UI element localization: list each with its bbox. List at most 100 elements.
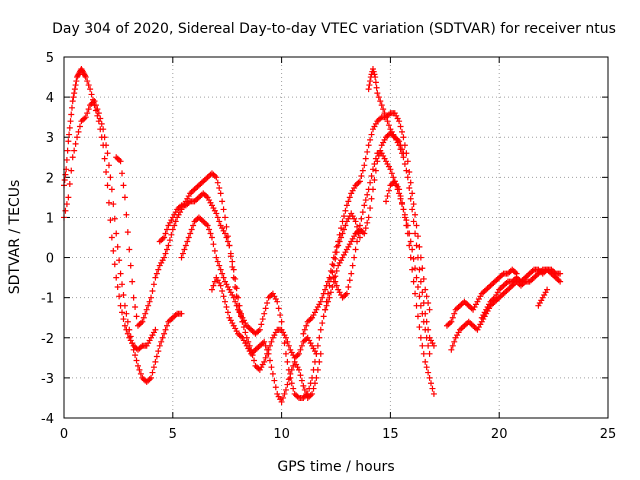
data-point: [327, 267, 334, 274]
data-point: [65, 194, 72, 201]
data-point: [420, 318, 427, 325]
data-points: [61, 66, 564, 405]
data-point: [126, 246, 133, 253]
data-point: [124, 330, 131, 337]
data-point: [190, 222, 197, 229]
data-point: [281, 340, 288, 347]
series-track-4: [156, 190, 320, 373]
data-point: [74, 134, 81, 141]
data-point: [113, 230, 120, 237]
data-point: [348, 270, 355, 277]
series-track-13: [448, 266, 564, 353]
data-point: [323, 282, 330, 289]
data-point: [329, 261, 336, 268]
data-point: [108, 186, 115, 193]
data-point: [101, 134, 108, 141]
data-point: [208, 286, 215, 293]
data-point: [396, 138, 403, 145]
data-point: [113, 274, 120, 281]
data-point: [448, 346, 455, 353]
data-point: [230, 294, 237, 301]
data-point: [165, 242, 172, 249]
axis-ticks: [63, 56, 609, 419]
data-point: [374, 90, 381, 97]
data-point: [417, 278, 424, 285]
data-point: [222, 298, 229, 305]
data-point: [127, 262, 134, 269]
data-point: [282, 334, 289, 341]
data-point: [409, 266, 416, 273]
data-point: [71, 90, 78, 97]
y-tick-label: -2: [41, 332, 54, 347]
data-point: [316, 334, 323, 341]
data-point: [66, 124, 73, 131]
data-point: [300, 382, 307, 389]
data-point: [366, 82, 373, 89]
data-point: [425, 342, 432, 349]
data-point: [349, 262, 356, 269]
data-point: [329, 283, 336, 290]
data-point: [409, 190, 416, 197]
data-point: [68, 104, 75, 111]
data-point: [364, 219, 371, 226]
data-point: [297, 346, 304, 353]
data-point: [117, 158, 124, 165]
data-point: [369, 66, 376, 73]
data-point: [114, 243, 121, 250]
data-point: [323, 302, 330, 309]
data-point: [137, 370, 144, 377]
data-point: [410, 201, 417, 208]
data-point: [414, 254, 421, 261]
data-point: [127, 333, 134, 340]
data-point: [97, 115, 104, 122]
data-point: [150, 281, 157, 288]
data-point: [65, 138, 72, 145]
data-point: [155, 348, 162, 355]
data-point: [413, 242, 420, 249]
data-point: [314, 342, 321, 349]
data-point: [148, 374, 155, 381]
series-track-9: [330, 150, 437, 397]
data-point: [213, 254, 220, 261]
data-point: [261, 338, 268, 345]
data-point: [338, 225, 345, 232]
data-point: [82, 74, 89, 81]
data-point: [219, 270, 226, 277]
data-point: [213, 210, 220, 217]
data-point: [288, 380, 295, 387]
series-track-7: [300, 110, 433, 337]
data-point: [103, 142, 110, 149]
data-point: [300, 330, 307, 337]
data-point: [224, 238, 231, 245]
data-point: [262, 305, 269, 312]
data-point: [327, 289, 334, 296]
data-point: [153, 270, 160, 277]
data-point: [317, 326, 324, 333]
data-point: [414, 313, 421, 320]
data-point: [130, 294, 137, 301]
data-point: [449, 314, 456, 321]
data-point: [66, 181, 73, 188]
data-point: [222, 214, 229, 221]
data-point: [119, 281, 126, 288]
data-point: [325, 298, 332, 305]
data-point: [400, 150, 407, 157]
data-point: [274, 298, 281, 305]
data-point: [210, 241, 217, 248]
data-point: [107, 217, 114, 224]
data-point: [414, 283, 421, 290]
data-point: [282, 386, 289, 393]
y-axis-label: SDTVAR / TECUs: [7, 180, 23, 295]
data-point: [266, 357, 273, 364]
data-point: [94, 106, 101, 113]
data-point: [71, 147, 78, 154]
data-point: [320, 290, 327, 297]
data-point: [403, 167, 410, 174]
data-point: [288, 366, 295, 373]
data-point: [227, 250, 234, 257]
data-point: [148, 294, 155, 301]
data-point: [155, 266, 162, 273]
data-point: [210, 282, 217, 289]
data-point: [87, 86, 94, 93]
